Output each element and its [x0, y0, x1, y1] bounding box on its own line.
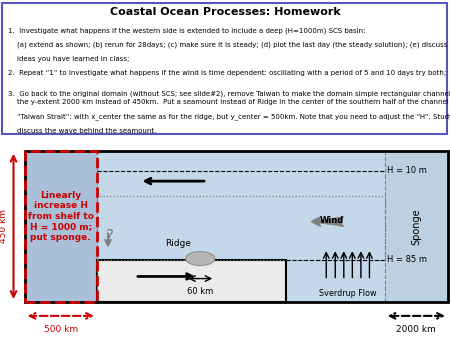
- Bar: [97, 196, 385, 260]
- Text: (a) extend as shown; (b) rerun for 28days; (c) make sure it is steady; (d) plot : (a) extend as shown; (b) rerun for 28day…: [8, 42, 450, 48]
- Bar: [25, 151, 448, 302]
- Text: Linearly
increase H
from shelf to
H = 1000 m;
put sponge.: Linearly increase H from shelf to H = 10…: [28, 191, 94, 242]
- Ellipse shape: [185, 251, 215, 266]
- Text: 500 km: 500 km: [44, 325, 78, 334]
- Bar: [97, 260, 286, 302]
- Text: 3.  Go back to the original domain (without SCS; see slide#2), remove Taiwan to : 3. Go back to the original domain (witho…: [8, 90, 450, 97]
- Bar: [25, 151, 97, 302]
- Text: “Taiwan Strait”: with x_center the same as for the ridge, but y_center = 500km. : “Taiwan Strait”: with x_center the same …: [8, 114, 450, 120]
- Text: ?: ?: [106, 229, 114, 244]
- Text: 1.  Investigate what happens if the western side is extended to include a deep (: 1. Investigate what happens if the weste…: [8, 27, 365, 34]
- Bar: [385, 151, 448, 302]
- Text: Sverdrup Flow: Sverdrup Flow: [319, 289, 377, 297]
- Text: H = 10 m: H = 10 m: [387, 166, 427, 175]
- Bar: [25, 151, 97, 302]
- Text: 450 km: 450 km: [0, 209, 8, 243]
- Text: Wind: Wind: [320, 216, 344, 225]
- Text: ideas you have learned in class;: ideas you have learned in class;: [8, 56, 130, 62]
- Bar: [97, 151, 385, 302]
- Text: H = 85 m: H = 85 m: [387, 255, 427, 264]
- Text: Coastal Ocean Processes: Homework: Coastal Ocean Processes: Homework: [110, 7, 340, 17]
- Text: discuss the wave behind the seamount.: discuss the wave behind the seamount.: [8, 128, 157, 134]
- Text: the y-extent 2000 km instead of 450km.  Put a seamount instead of Ridge in the c: the y-extent 2000 km instead of 450km. P…: [8, 99, 450, 105]
- Text: 60 km: 60 km: [187, 287, 213, 296]
- Text: 2.  Repeat “1” to investigate what happens if the wind is time dependent: oscill: 2. Repeat “1” to investigate what happen…: [8, 71, 446, 76]
- Text: 2000 km: 2000 km: [396, 325, 436, 334]
- Text: Sponge: Sponge: [411, 208, 421, 245]
- Text: Ridge: Ridge: [165, 239, 191, 247]
